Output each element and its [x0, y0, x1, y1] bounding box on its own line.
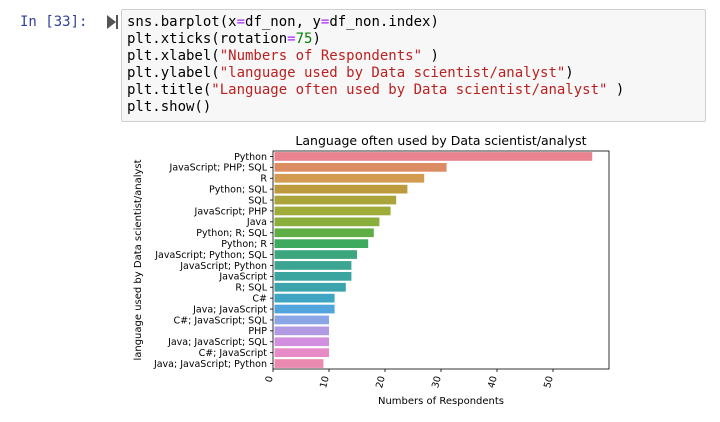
y-tick-label: Java; JavaScript; Python — [153, 359, 267, 370]
chart-ylabel: language used by Data scientist/analyst — [133, 159, 144, 360]
bar — [274, 261, 352, 270]
bar — [274, 250, 357, 259]
y-tick-label: Java; JavaScript; SQL — [167, 337, 268, 348]
y-tick-label: Python — [234, 152, 267, 163]
code-token: "Language often used by Data scientist/a… — [211, 82, 608, 98]
y-tick-label: Java — [246, 217, 267, 228]
y-tick-label: JavaScript; PHP; SQL — [169, 163, 268, 174]
bar — [274, 152, 593, 161]
y-tick-label: Python; SQL — [209, 184, 268, 195]
y-tick-label: JavaScript; PHP — [194, 206, 268, 217]
bar — [274, 293, 335, 303]
y-tick-label: C#; JavaScript; SQL — [174, 315, 268, 326]
bar — [274, 304, 335, 314]
bar — [274, 337, 329, 347]
code-token: = — [236, 14, 246, 30]
bar — [274, 239, 369, 249]
bar — [274, 315, 329, 325]
y-tick-label: SQL — [248, 195, 268, 206]
code-token: plt.xlabel( — [127, 48, 220, 64]
bar-chart: Language often used by Data scientist/an… — [133, 133, 610, 407]
bar — [274, 162, 447, 172]
code-token: 75 — [295, 31, 313, 47]
code-line: sns.barplot(x=df_non, y=df_non.index) — [127, 14, 700, 31]
code-token: ) — [607, 82, 625, 98]
bar — [274, 184, 408, 194]
code-token: ) — [312, 31, 321, 47]
bar — [274, 173, 425, 183]
bar — [274, 271, 352, 281]
code-token: plt.title( — [127, 82, 212, 98]
cell-prompt: In [33]: — [20, 14, 88, 30]
y-tick-label: JavaScript; Python — [179, 261, 267, 272]
y-tick-label: R — [260, 174, 267, 185]
chart-xlabel: Numbers of Respondents — [378, 396, 504, 407]
bar — [274, 359, 324, 368]
code-line: plt.title("Language often used by Data s… — [127, 82, 700, 99]
y-tick-label: Python; R — [221, 239, 267, 250]
code-line: plt.xticks(rotation=75) — [127, 31, 700, 48]
code-token: = — [287, 31, 296, 47]
y-tick-label: JavaScript — [218, 272, 267, 283]
x-tick-label: 20 — [374, 375, 388, 390]
code-token: df_non.index) — [329, 14, 439, 30]
y-tick-label: C#; JavaScript — [199, 348, 268, 359]
y-tick-label: Java; JavaScript — [192, 304, 267, 315]
code-input-area[interactable]: sns.barplot(x=df_non, y=df_non.index) plt… — [121, 9, 706, 122]
code-token: plt.ylabel( — [127, 65, 220, 81]
bar — [274, 217, 380, 227]
run-cell-icon[interactable] — [106, 14, 118, 30]
code-token: ) — [422, 48, 439, 64]
bar — [274, 326, 329, 336]
code-line: plt.xlabel("Numbers of Respondents" ) — [127, 48, 700, 65]
bar — [274, 282, 346, 292]
y-tick-label: PHP — [248, 326, 267, 337]
code-token: sns.barplot(x — [127, 14, 237, 30]
code-token: "Numbers of Respondents" — [219, 48, 423, 64]
bar — [274, 195, 397, 205]
code-line: plt.show() — [127, 99, 700, 116]
code-token: "language used by Data scientist/analyst… — [219, 65, 566, 81]
x-tick-label: 30 — [430, 375, 444, 390]
code-token: plt.xticks(rotation — [127, 31, 288, 47]
bar — [274, 206, 391, 216]
code-token: plt.show() — [127, 99, 212, 115]
chart-title: Language often used by Data scientist/an… — [295, 133, 586, 148]
code-token: = — [320, 14, 330, 30]
x-tick-label: 50 — [542, 375, 556, 390]
code-token: ) — [565, 65, 574, 81]
y-tick-label: Python; R; SQL — [196, 228, 267, 239]
plot-frame — [272, 150, 610, 370]
code-token: df_non, y — [245, 14, 321, 30]
x-tick-label: 40 — [486, 375, 500, 390]
bar — [274, 228, 374, 238]
x-tick-label: 10 — [318, 375, 332, 390]
code-line: plt.ylabel("language used by Data scient… — [127, 65, 700, 82]
y-tick-label: C# — [252, 293, 267, 304]
y-tick-label: R; SQL — [235, 283, 267, 294]
y-tick-label: JavaScript; Python; SQL — [154, 250, 267, 261]
bar — [274, 348, 329, 358]
x-tick-label: 0 — [264, 375, 276, 384]
